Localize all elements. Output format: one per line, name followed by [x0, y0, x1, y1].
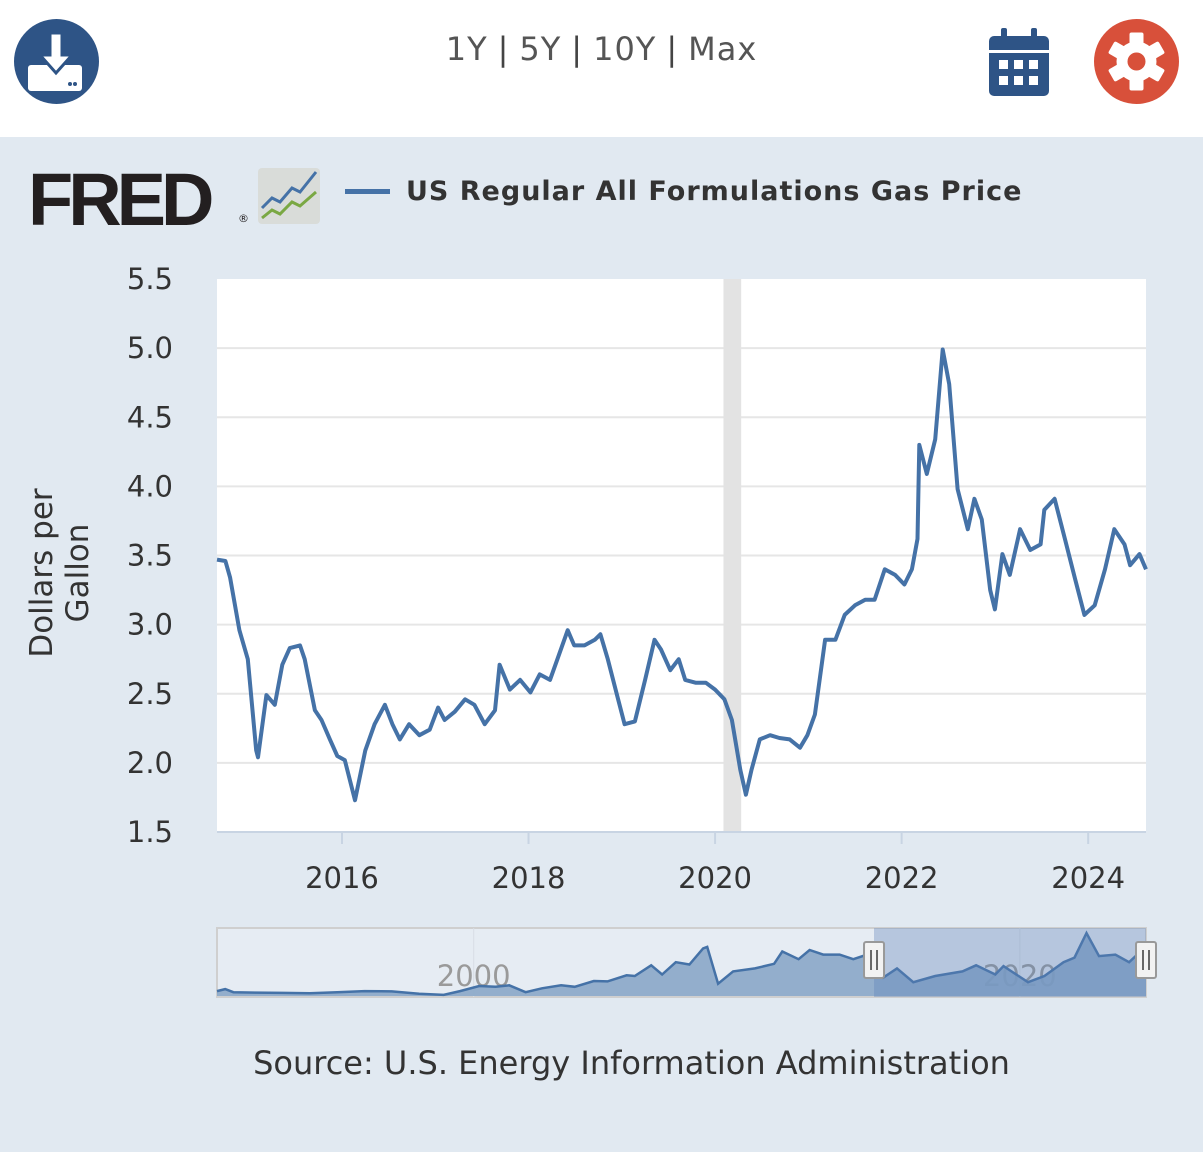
recession-band: [723, 279, 742, 832]
navigator-handle-right[interactable]: [1135, 941, 1157, 979]
y-tick-label: 4.0: [127, 469, 173, 503]
range-max[interactable]: Max: [688, 30, 758, 68]
x-tick-label: 2016: [305, 861, 379, 895]
calendar-button[interactable]: [989, 28, 1049, 96]
y-tick-label: 2.0: [127, 746, 173, 780]
range-10y[interactable]: 10Y: [593, 30, 657, 68]
y-tick-label: 5.5: [127, 262, 173, 296]
fred-chart-icon: [258, 168, 320, 224]
y-tick-label: 3.0: [127, 608, 173, 642]
download-icon: [28, 31, 82, 91]
source-note: Source: U.S. Energy Information Administ…: [253, 1044, 1010, 1082]
fred-logo: FRED: [28, 163, 214, 237]
series-line: [216, 347, 1148, 803]
range-selector: 1Y | 5Y | 10Y | Max: [0, 30, 1203, 68]
range-5y[interactable]: 5Y: [519, 30, 562, 68]
handle-body: [863, 941, 886, 979]
settings-button[interactable]: [1094, 19, 1179, 104]
navigator-handle-left[interactable]: [863, 941, 886, 979]
download-button[interactable]: [14, 19, 99, 104]
registered-mark: ®: [238, 212, 249, 225]
navigator-selected-range[interactable]: [874, 928, 1146, 997]
y-tick-label: 3.5: [127, 539, 173, 573]
range-1y[interactable]: 1Y: [445, 30, 488, 68]
y-tick-label: 2.5: [127, 677, 173, 711]
separator: |: [666, 30, 679, 68]
navigator[interactable]: 2000 2020: [216, 927, 1157, 998]
y-tick-label: 4.5: [127, 400, 173, 434]
navigator-area: [217, 933, 1146, 996]
legend-swatch: [345, 189, 390, 194]
separator: |: [571, 30, 584, 68]
handle-body: [1135, 941, 1157, 979]
x-tick-label: 2022: [865, 861, 939, 895]
navigator-line: [216, 930, 1147, 997]
gear-icon: [1108, 32, 1165, 91]
legend-label: US Regular All Formulations Gas Price: [406, 176, 1023, 207]
y-tick-label: 1.5: [127, 815, 173, 849]
x-tick-label: 2020: [678, 861, 752, 895]
toolbar: 1Y | 5Y | 10Y | Max: [0, 0, 1203, 137]
calendar-icon: [989, 28, 1049, 96]
y-tick-label: 5.0: [127, 331, 173, 365]
x-tick-label: 2024: [1051, 861, 1125, 895]
x-tick-label: 2018: [492, 861, 566, 895]
logo-text: FRED: [28, 158, 214, 241]
chart-legend: US Regular All Formulations Gas Price: [345, 176, 1022, 207]
separator: |: [497, 30, 510, 68]
